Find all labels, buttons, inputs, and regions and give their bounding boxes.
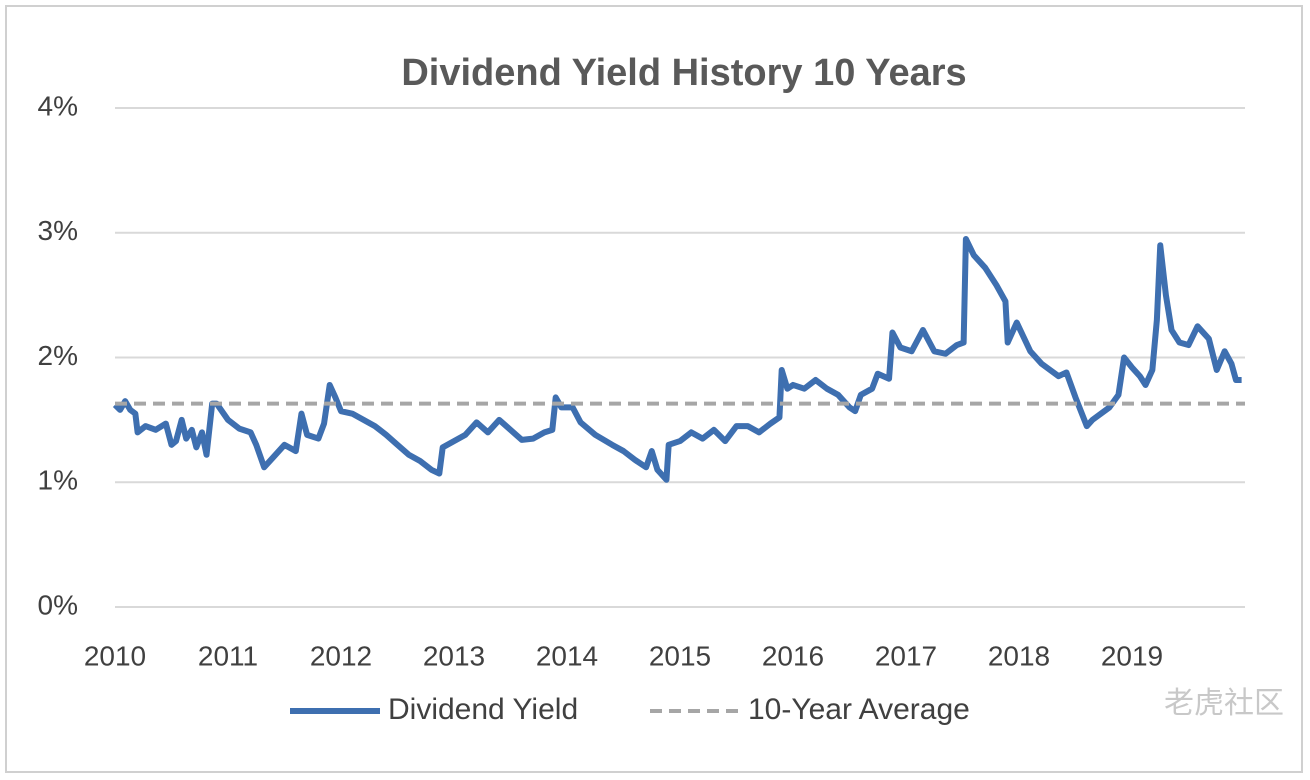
legend-label: 10-Year Average (748, 693, 970, 726)
x-tick-label: 2019 (1101, 640, 1163, 671)
x-tick-label: 2018 (988, 640, 1050, 671)
x-tick-label: 2012 (310, 640, 372, 671)
x-tick-label: 2014 (536, 640, 598, 671)
chart-frame (5, 5, 1303, 773)
legend-label: Dividend Yield (388, 693, 578, 726)
y-tick-label: 2% (38, 340, 78, 371)
yield-line (112, 235, 1242, 483)
x-tick-label: 2011 (198, 640, 258, 671)
y-tick-label: 4% (38, 90, 78, 121)
x-tick-label: 2010 (84, 640, 146, 671)
watermark: 老虎社区 (1164, 687, 1284, 720)
x-tick-label: 2017 (875, 640, 937, 671)
x-tick-label: 2013 (423, 640, 485, 671)
y-tick-label: 1% (38, 465, 78, 496)
x-tick-label: 2016 (762, 640, 824, 671)
chart-title: Dividend Yield History 10 Years (401, 52, 966, 94)
x-tick-label: 2015 (649, 640, 711, 671)
y-tick-label: 3% (38, 215, 78, 246)
y-tick-label: 0% (38, 589, 78, 620)
